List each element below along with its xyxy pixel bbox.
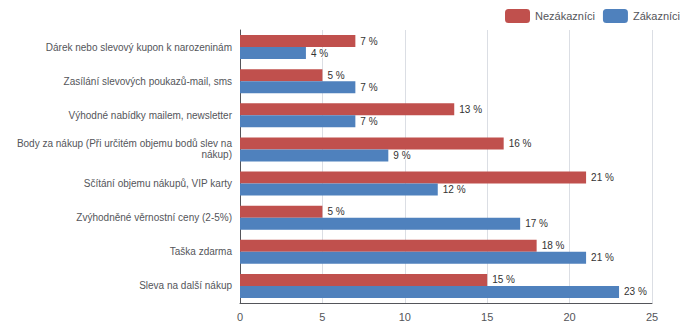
svg-text:25: 25 [646, 311, 658, 323]
svg-text:Zvýhodněné věrnostní ceny (2-5: Zvýhodněné věrnostní ceny (2-5%) [76, 212, 232, 223]
svg-text:0: 0 [237, 311, 243, 323]
svg-text:21 %: 21 % [591, 252, 614, 263]
svg-text:Body za nákup (Při určitém obj: Body za nákup (Při určitém objemu bodů s… [17, 138, 233, 149]
svg-text:15: 15 [481, 311, 493, 323]
svg-text:5 %: 5 % [327, 206, 344, 217]
svg-text:13 %: 13 % [459, 104, 482, 115]
svg-text:15 %: 15 % [492, 274, 515, 285]
svg-text:18 %: 18 % [542, 240, 565, 251]
svg-text:5 %: 5 % [327, 70, 344, 81]
svg-text:16 %: 16 % [509, 138, 532, 149]
svg-text:Taška zdarma: Taška zdarma [170, 246, 233, 257]
svg-text:Výhodné nabídky mailem, newsle: Výhodné nabídky mailem, newsletter [69, 110, 233, 121]
svg-text:7 %: 7 % [360, 36, 377, 47]
svg-text:Dárek nebo slevový kupon k nar: Dárek nebo slevový kupon k narozeninám [46, 42, 232, 53]
svg-text:4 %: 4 % [311, 48, 328, 59]
svg-text:5: 5 [319, 311, 325, 323]
svg-text:12 %: 12 % [443, 184, 466, 195]
svg-text:7 %: 7 % [360, 82, 377, 93]
svg-text:23 %: 23 % [624, 286, 647, 297]
svg-text:20: 20 [563, 311, 575, 323]
svg-text:Nezákazníci: Nezákazníci [535, 10, 595, 22]
svg-text:10: 10 [399, 311, 411, 323]
svg-text:nákup): nákup) [196, 149, 232, 160]
svg-text:7 %: 7 % [360, 116, 377, 127]
svg-text:Zasílání slevových poukazů-mai: Zasílání slevových poukazů-mail, sms [64, 76, 232, 87]
svg-text:Sleva na další nákup: Sleva na další nákup [139, 280, 232, 291]
svg-text:17 %: 17 % [525, 218, 548, 229]
svg-text:Sčítání objemu nákupů, VIP kar: Sčítání objemu nákupů, VIP karty [84, 178, 232, 189]
svg-text:9 %: 9 % [393, 150, 410, 161]
svg-text:21 %: 21 % [591, 172, 614, 183]
svg-text:Zákazníci: Zákazníci [633, 10, 680, 22]
